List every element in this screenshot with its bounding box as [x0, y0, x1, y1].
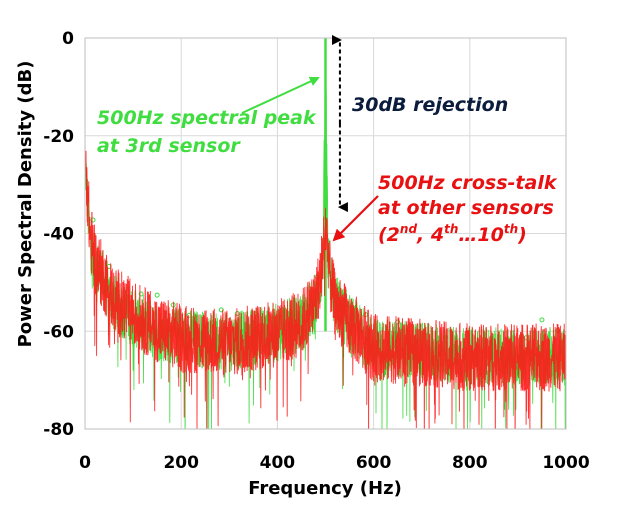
y-tick-label: -60: [43, 322, 74, 342]
x-tick-label: 0: [79, 453, 91, 473]
x-tick-labels: 0 200 400 600 800 1000: [79, 453, 590, 473]
x-tick-label: 600: [356, 453, 392, 473]
x-tick-label: 200: [163, 453, 199, 473]
series-marker: [90, 217, 96, 223]
y-tick-label: -80: [43, 420, 74, 440]
y-tick-label: -40: [43, 225, 74, 245]
sensor-list-sup-3: th: [504, 222, 518, 236]
crosstalk-annotation: 500Hz cross-talk at other sensors: [378, 172, 563, 219]
series-marker: [539, 317, 545, 323]
sensor-list-part-4: ): [517, 224, 527, 246]
sensor-list-sup-2: th: [444, 222, 458, 236]
series-layer: [85, 38, 566, 429]
series-marker: [218, 307, 224, 313]
peak-annotation: 500Hz spectral peak at 3rd sensor: [97, 107, 322, 157]
peak-annotation-line-1: 500Hz spectral peak: [97, 107, 317, 129]
crosstalk-annotation-arrow: [332, 195, 379, 242]
series-0: [85, 132, 566, 429]
sensor-list-part-3: …10: [458, 224, 503, 246]
x-axis-title: Frequency (Hz): [248, 478, 402, 499]
x-tick-label: 1000: [542, 453, 589, 473]
x-tick-label: 400: [260, 453, 296, 473]
y-tick-label: -20: [43, 127, 74, 147]
crosstalk-annotation-line-2: at other sensors: [378, 197, 554, 219]
series-marker: [138, 291, 144, 297]
peak-annotation-arrow: [241, 76, 320, 114]
x-tick-label: 800: [452, 453, 488, 473]
y-tick-label: 0: [62, 29, 74, 49]
peak-annotation-line-2: at 3rd sensor: [97, 135, 241, 157]
rejection-annotation: 30dB rejection: [352, 94, 508, 116]
sensor-list-annotation: (2nd, 4th…10th): [378, 222, 527, 246]
series-line-0: [85, 132, 566, 429]
y-axis-title: Power Spectral Density (dB): [15, 61, 36, 348]
crosstalk-annotation-line-1: 500Hz cross-talk: [378, 172, 558, 194]
sensor-list-part-1: (2: [378, 224, 400, 246]
plot-frame: [84, 37, 567, 430]
sensor-list-sup-1: nd: [400, 222, 418, 236]
sensor-list-part-2: , 4: [416, 224, 444, 246]
series-marker: [154, 292, 160, 298]
y-tick-labels: 0 -20 -40 -60 -80: [43, 29, 74, 440]
